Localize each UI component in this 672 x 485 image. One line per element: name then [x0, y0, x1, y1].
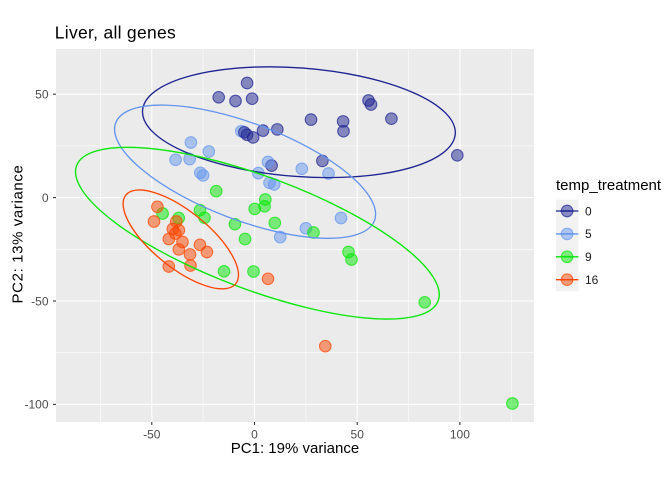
svg-text:0: 0	[251, 427, 258, 441]
svg-text:16: 16	[585, 273, 599, 287]
svg-text:9: 9	[585, 250, 592, 264]
svg-text:50: 50	[35, 88, 49, 102]
svg-text:50: 50	[351, 427, 365, 441]
svg-text:-100: -100	[24, 398, 48, 412]
svg-text:-50: -50	[143, 427, 161, 441]
svg-text:temp_treatment: temp_treatment	[556, 177, 662, 194]
svg-text:PC2: 13% variance: PC2: 13% variance	[9, 165, 26, 304]
svg-text:100: 100	[450, 427, 470, 441]
svg-text:0: 0	[585, 204, 592, 218]
svg-text:Liver, all genes: Liver, all genes	[55, 23, 176, 43]
svg-text:PC1: 19% variance: PC1: 19% variance	[231, 440, 359, 457]
svg-text:-50: -50	[31, 294, 49, 308]
svg-text:5: 5	[585, 227, 592, 241]
svg-text:0: 0	[42, 191, 49, 205]
